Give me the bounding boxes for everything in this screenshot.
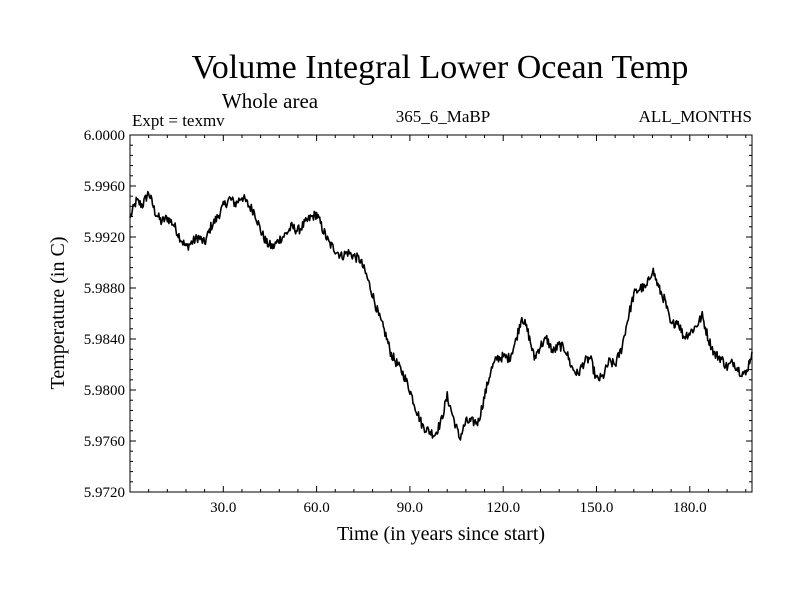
x-tick-label: 90.0 bbox=[397, 500, 423, 516]
x-tick-label: 60.0 bbox=[303, 500, 329, 516]
months-label: ALL_MONTHS bbox=[639, 107, 752, 126]
y-tick-label: 5.9960 bbox=[84, 179, 125, 195]
x-tick-label: 120.0 bbox=[486, 500, 520, 516]
y-tick-label: 5.9720 bbox=[84, 485, 125, 501]
y-tick-label: 5.9760 bbox=[84, 434, 125, 450]
y-tick-label: 5.9800 bbox=[84, 383, 125, 399]
plot-frame bbox=[129, 134, 753, 493]
x-tick-label: 150.0 bbox=[580, 500, 614, 516]
series-line bbox=[129, 190, 753, 441]
y-tick-label: 5.9920 bbox=[84, 230, 125, 246]
chart-subtitle: Whole area bbox=[222, 89, 319, 113]
y-axis: 5.9720 5.9760 5.9800 5.9840 5.9880 5.9920 5.99… bbox=[84, 128, 752, 501]
x-axis-label: Time (in years since start) bbox=[337, 523, 545, 545]
y-tick-label: 5.9840 bbox=[84, 332, 125, 348]
y-axis-label: Temperature (in C) bbox=[47, 237, 69, 390]
x-axis: 30.0 60.0 90.0 120.0 150.0 180.0 bbox=[148, 135, 747, 516]
run-label: 365_6_MaBP bbox=[396, 107, 490, 126]
y-tick-label: 5.9880 bbox=[84, 281, 125, 297]
experiment-label: Expt = texmv bbox=[132, 111, 225, 130]
x-tick-label: 30.0 bbox=[210, 500, 236, 516]
x-tick-label: 180.0 bbox=[673, 500, 707, 516]
chart-title: Volume Integral Lower Ocean Temp bbox=[192, 49, 689, 86]
y-tick-label: 6.0000 bbox=[84, 128, 125, 144]
